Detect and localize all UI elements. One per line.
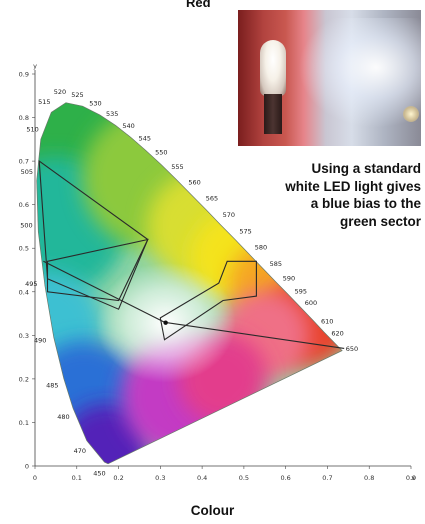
wavelength-label: 530 [89,100,101,108]
wavelength-label: 505 [21,168,33,176]
wavelength-label: 575 [239,228,251,236]
wavelength-label: 490 [34,337,46,345]
wavelength-label: 535 [106,110,118,118]
wavelength-label: 510 [26,126,38,134]
x-tick-label: 0.2 [113,474,123,482]
x-tick-label: 0.5 [239,474,249,482]
wavelength-label: 595 [295,288,307,296]
y-tick-label: 0.9 [19,71,29,79]
wavelength-label: 515 [38,98,50,106]
y-tick-label: 0.5 [19,245,29,253]
wavelength-label: 620 [331,329,343,337]
y-tick-label: 0.4 [19,288,29,296]
color-blob [61,403,152,464]
wavelength-label: 570 [223,211,235,219]
wavelength-label: 580 [255,244,267,252]
caption-line: Using a standard [311,161,421,176]
y-tick-label: 0.8 [19,114,29,122]
led-lamp-photo [238,10,421,146]
y-tick-label: 0.6 [19,201,29,209]
wavelength-label: 485 [46,381,58,389]
wavelength-label: 480 [57,413,69,421]
line-red-to-white [164,321,345,349]
caption-line: a blue bias to the [310,196,421,211]
x-axis-title: Colour [190,503,235,518]
x-tick-label: 0.1 [72,474,82,482]
wavelength-label: 555 [171,163,183,171]
locus-outline [36,102,343,465]
line-green-to-white [43,260,165,323]
wavelength-label: 495 [25,280,37,288]
wavelength-label: 560 [188,179,200,187]
spectral-locus [36,102,343,465]
x-tick-label: 0.9 [406,474,416,482]
wavelength-label: 470 [74,447,86,455]
y-tick-label: 0.1 [19,419,29,427]
wavelength-labels: 450 470 480 485 490 495 500 505 510 515 520 525 530 5… [20,88,358,477]
region-overlays [38,159,345,349]
wavelength-label: 545 [139,135,151,143]
y-tick-label: 0.7 [19,158,29,166]
x-tick-label: 0.3 [155,474,165,482]
x-tick-label: 0 [33,474,37,482]
y-tick-label: 0.2 [19,375,29,383]
y-tick-label: 0.3 [19,332,29,340]
white-point-marker [163,320,168,325]
photo-caption: Using a standard white LED light gives a… [221,160,421,230]
x-tick-label: 0.6 [280,474,290,482]
wavelength-label: 450 [93,469,105,477]
wavelength-label: 540 [122,122,134,130]
wavelength-label: 520 [54,88,66,96]
axis-ticks: 0 0.1 0.2 0.3 0.4 0.5 0.6 0.7 0.8 0.9 0 0.1 0.2 0.3 0.… [19,62,417,482]
wavelength-label: 610 [321,317,333,325]
x-tick-label: 0.7 [322,474,332,482]
caption-line: green sector [339,213,421,229]
wavelength-label: 650 [346,345,358,353]
amber-region [159,260,257,341]
green-region-outer [38,159,149,310]
y-tick-label: 0 [25,463,29,471]
header-fragment: Red [186,0,211,10]
wavelength-label: 600 [305,299,317,307]
green-region-inner [46,238,149,302]
x-tick-label: 0.4 [197,474,207,482]
axes [34,70,411,467]
wavelength-label: 565 [206,195,218,203]
wavelength-label: 525 [71,91,83,99]
x-tick-label: 0.8 [364,474,374,482]
y-axis-letter: y [33,62,37,70]
x-axis-letter: x [411,474,415,482]
wavelength-label: 590 [283,275,295,283]
wavelength-label: 585 [270,260,282,268]
caption-line: white LED light gives [285,178,421,194]
wavelength-label: 550 [155,149,167,157]
wavelength-label: 500 [20,221,32,229]
